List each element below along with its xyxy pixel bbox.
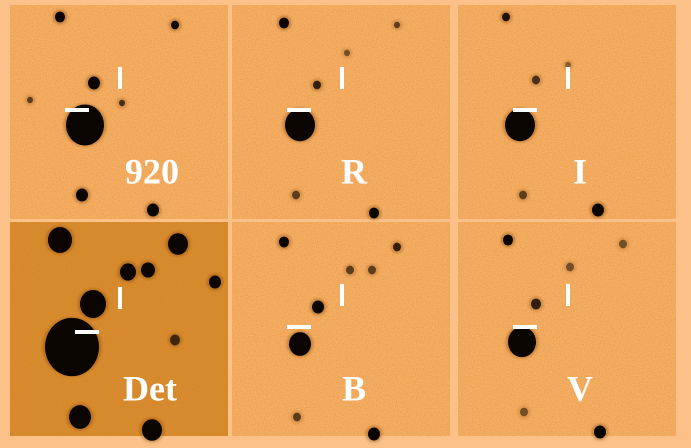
marker-horizontal xyxy=(513,325,537,329)
star xyxy=(27,96,33,104)
star xyxy=(594,425,606,439)
star xyxy=(312,300,324,314)
star xyxy=(566,262,574,272)
star xyxy=(368,265,376,275)
image-panel: Det xyxy=(10,222,228,443)
marker-vertical xyxy=(118,287,122,309)
panel-noise xyxy=(232,222,450,436)
marker-horizontal xyxy=(65,108,89,112)
star xyxy=(344,49,350,57)
marker-vertical xyxy=(566,284,570,306)
star xyxy=(209,275,221,289)
panel-noise xyxy=(10,5,228,219)
marker-horizontal xyxy=(287,108,311,112)
star-field xyxy=(276,234,404,443)
panel-label: I xyxy=(573,151,587,191)
star xyxy=(394,21,400,29)
star xyxy=(519,190,527,200)
image-panel: V xyxy=(458,222,676,441)
panel-label: V xyxy=(567,368,593,408)
star xyxy=(293,412,301,422)
star xyxy=(69,405,91,429)
star xyxy=(147,203,159,217)
panel-noise xyxy=(458,5,676,219)
star xyxy=(502,12,510,22)
star xyxy=(313,80,321,90)
marker-horizontal xyxy=(287,325,311,329)
marker-vertical xyxy=(340,67,344,89)
marker-vertical xyxy=(118,67,122,89)
star xyxy=(346,265,354,275)
star xyxy=(48,227,72,253)
star xyxy=(505,108,535,142)
star xyxy=(503,234,513,246)
star xyxy=(565,61,571,69)
marker-vertical xyxy=(340,284,344,306)
panel-noise xyxy=(10,222,228,436)
star xyxy=(45,317,99,377)
star xyxy=(171,20,179,30)
panel-label: R xyxy=(341,151,368,191)
star xyxy=(55,11,65,23)
star xyxy=(508,326,536,358)
star xyxy=(292,190,300,200)
star-field xyxy=(499,10,607,219)
star xyxy=(80,289,106,319)
star xyxy=(170,334,180,346)
panel-noise xyxy=(458,222,676,436)
star xyxy=(285,108,315,142)
star-field xyxy=(500,232,630,441)
star xyxy=(393,242,401,252)
marker-horizontal xyxy=(513,108,537,112)
star xyxy=(142,419,162,441)
star xyxy=(592,203,604,217)
panel-label: B xyxy=(342,368,366,408)
panel-label: Det xyxy=(123,368,177,408)
panel-noise xyxy=(232,5,450,219)
star xyxy=(279,17,289,29)
star xyxy=(532,75,540,85)
marker-horizontal xyxy=(75,330,99,334)
star xyxy=(520,407,528,417)
image-panel: R xyxy=(232,5,450,221)
star xyxy=(76,188,88,202)
star xyxy=(88,76,100,90)
star xyxy=(66,104,104,146)
star-field xyxy=(276,15,403,221)
star xyxy=(141,262,155,278)
star xyxy=(168,233,188,255)
marker-vertical xyxy=(566,67,570,89)
panel-label: 920 xyxy=(125,151,179,191)
image-panel: I xyxy=(458,5,676,219)
image-panel: 920 xyxy=(10,5,228,219)
star xyxy=(279,236,289,248)
star xyxy=(368,427,380,441)
star xyxy=(289,332,311,356)
star-field xyxy=(24,9,182,219)
star xyxy=(369,207,379,219)
star xyxy=(619,239,627,249)
star xyxy=(531,298,541,310)
star-halo xyxy=(562,59,574,71)
star xyxy=(120,263,136,281)
star xyxy=(119,99,125,107)
image-panel: B xyxy=(232,222,450,443)
